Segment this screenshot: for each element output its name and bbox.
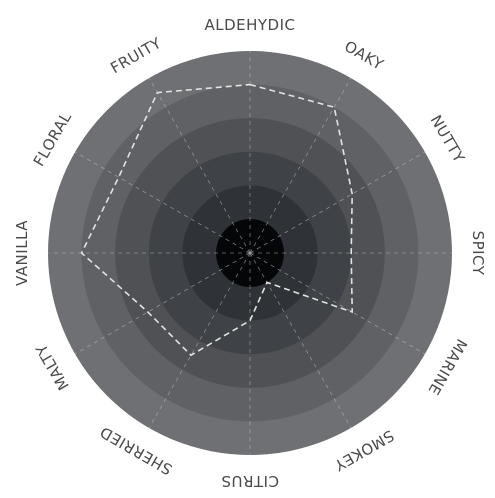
axis-label-marine: MARINE xyxy=(424,336,470,398)
axis-label-vanilla: VANILLA xyxy=(13,220,31,286)
axis-label-aldehydic: ALDEHYDIC xyxy=(204,16,295,34)
spoke-malty xyxy=(74,252,251,355)
axis-label-fruity: FRUITY xyxy=(107,34,165,78)
axis-label-spicy: SPICY xyxy=(469,231,487,276)
radar-series xyxy=(80,83,354,357)
spoke-fruity xyxy=(148,77,251,254)
axis-label-citrus: CITRUS xyxy=(221,472,279,490)
axis-label-floral: FLORAL xyxy=(30,109,76,170)
axis-label-oaky: OAKY xyxy=(341,37,387,74)
axis-label-malty: MALTY xyxy=(32,340,73,393)
spoke-oaky xyxy=(249,77,352,254)
axis-label-smokey: SMOKEY xyxy=(331,426,397,475)
spoke-sherried xyxy=(148,252,251,429)
spoke-marine xyxy=(249,252,426,355)
axis-label-nutty: NUTTY xyxy=(427,112,469,166)
spoke-nutty xyxy=(249,151,426,254)
spoke-floral xyxy=(74,151,251,254)
